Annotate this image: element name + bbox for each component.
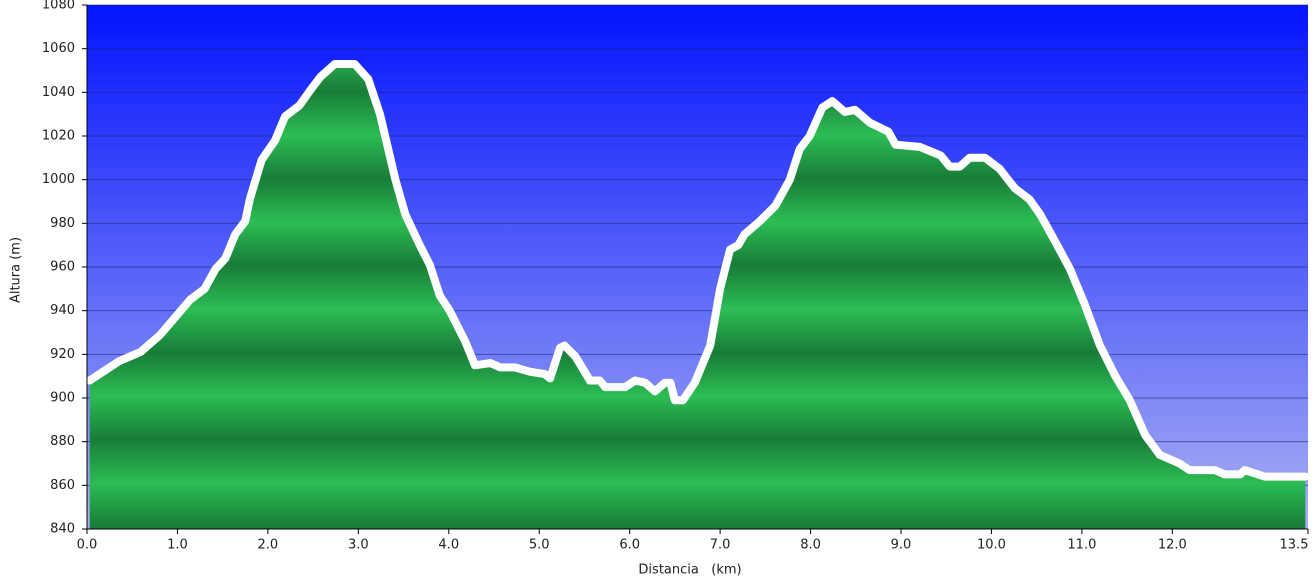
x-tick-label: 7.0	[710, 538, 731, 553]
y-tick-label: 880	[50, 434, 75, 449]
x-tick-label: 12.0	[1158, 538, 1187, 553]
x-tick-label: 10.0	[977, 538, 1006, 553]
x-tick-label: 13.5	[1280, 538, 1309, 553]
y-tick-label: 940	[50, 303, 75, 318]
x-tick-label: 6.0	[619, 538, 640, 553]
y-tick-label: 1080	[42, 0, 75, 13]
y-tick-label: 1000	[42, 172, 75, 187]
y-tick-label: 980	[50, 216, 75, 231]
x-tick-label: 8.0	[800, 538, 821, 553]
x-tick-label: 4.0	[438, 538, 459, 553]
y-tick-label: 1060	[42, 41, 75, 56]
x-tick-label: 11.0	[1067, 538, 1096, 553]
x-tick-label: 9.0	[891, 538, 912, 553]
y-tick-label: 1040	[42, 85, 75, 100]
x-tick-label: 1.0	[167, 538, 188, 553]
x-tick-label: 0.0	[77, 538, 98, 553]
elevation-line	[85, 60, 1310, 481]
y-tick-label: 920	[50, 347, 75, 362]
y-tick-label: 860	[50, 478, 75, 493]
x-tick-label: 3.0	[348, 538, 369, 553]
x-tick-label: 5.0	[529, 538, 550, 553]
y-tick-label: 960	[50, 260, 75, 275]
y-tick-label: 1020	[42, 129, 75, 144]
x-axis-label: Distancia (km)	[638, 563, 741, 578]
x-tick-label: 2.0	[258, 538, 279, 553]
y-tick-label: 840	[50, 522, 75, 537]
y-tick-label: 900	[50, 391, 75, 406]
y-axis-label: Altura (m)	[9, 237, 24, 303]
